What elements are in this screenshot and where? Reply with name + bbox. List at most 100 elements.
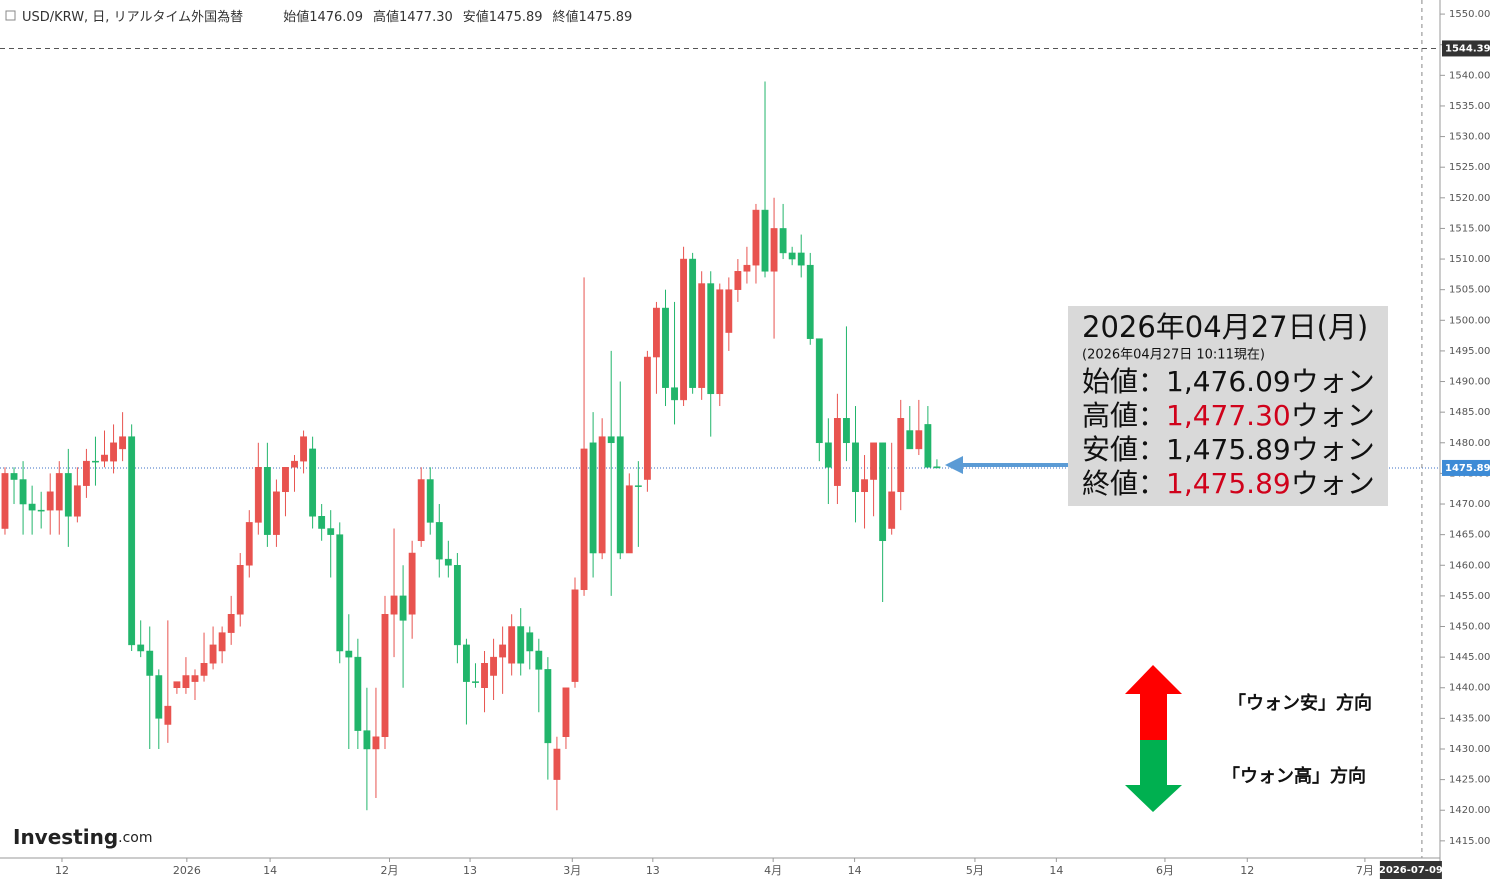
candle-body	[797, 252, 805, 266]
y-tick-label: 1550.00	[1449, 9, 1490, 20]
high-tag	[1442, 40, 1490, 57]
candle-body	[625, 485, 633, 554]
candle-body	[37, 509, 45, 512]
candle-body	[580, 448, 588, 591]
info-row: 始値：1,476.09ウォン	[1082, 365, 1375, 398]
candle-body	[146, 650, 154, 676]
y-tick-label: 1445.00	[1449, 652, 1490, 663]
candle-body	[327, 528, 335, 535]
x-tick-label: 7月	[1356, 864, 1374, 877]
direction-arrows: 「ウォン安」方向 「ウォン高」方向	[1125, 665, 1372, 812]
candle-body	[128, 436, 136, 646]
info-asof: (2026年04月27日 10:11現在)	[1082, 348, 1265, 363]
candle-body	[861, 479, 868, 493]
candle-body	[291, 460, 298, 468]
candle-body	[463, 644, 470, 682]
candle-body	[508, 626, 516, 664]
down-label: 「ウォン高」方向	[1222, 765, 1366, 787]
y-tick-label: 1430.00	[1449, 744, 1490, 755]
candle-body	[300, 436, 307, 462]
candle-body	[490, 656, 497, 676]
candle-body	[399, 595, 407, 621]
up-label: 「ウォン安」方向	[1228, 692, 1372, 714]
x-tick-label: 5月	[966, 864, 984, 877]
candle-body	[680, 258, 687, 401]
info-rows: 始値：1,476.09ウォン高値：1,477.30ウォン安値：1,475.89ウ…	[1082, 365, 1375, 500]
candle-body	[779, 228, 787, 254]
candle-body	[616, 436, 624, 554]
candle-body	[64, 473, 72, 517]
candle-body	[363, 730, 371, 750]
candle-body	[46, 491, 54, 511]
candle-body	[101, 454, 108, 462]
candle-body	[453, 565, 461, 646]
ohlc-value: 1476.09	[309, 10, 363, 25]
logo: Investing.com	[13, 825, 153, 849]
candle-body	[245, 522, 253, 566]
candle-body	[381, 614, 389, 737]
x-tick-label: 3月	[563, 864, 581, 877]
last-price-label: 1475.89	[1445, 463, 1490, 474]
candle-body	[1, 473, 9, 529]
y-tick-label: 1470.00	[1449, 499, 1490, 510]
candle-body	[870, 442, 878, 480]
candle-body	[589, 442, 597, 554]
y-tick-label: 1505.00	[1449, 285, 1490, 296]
candle-body	[544, 669, 552, 744]
info-unit: ウォン	[1291, 467, 1375, 500]
info-label: 始値：	[1082, 365, 1166, 398]
ohlc-label: 始値	[283, 9, 309, 25]
info-label: 安値：	[1082, 433, 1166, 466]
candle-body	[707, 283, 715, 395]
candle-body	[408, 552, 416, 615]
arrow-pointer	[945, 456, 1068, 474]
candle-body	[191, 675, 199, 682]
x-tick-label: 4月	[764, 864, 782, 877]
x-tick-label: 12	[1240, 864, 1254, 877]
y-tick-label: 1455.00	[1449, 591, 1490, 602]
y-tick-label: 1540.00	[1449, 70, 1490, 81]
candle-body	[345, 650, 353, 658]
candle-body	[634, 485, 642, 487]
candle-body	[535, 650, 543, 670]
candle-body	[372, 736, 380, 750]
candle-body	[725, 289, 733, 333]
candle-body	[55, 473, 63, 511]
x-tick-label: 14	[848, 864, 862, 877]
candle-body	[10, 473, 18, 480]
candle-body	[481, 663, 488, 688]
candle-body	[879, 442, 887, 542]
candle-body	[526, 632, 534, 652]
candle-body	[562, 687, 570, 737]
candle-body	[282, 467, 289, 493]
candle-body	[82, 460, 90, 486]
candle-body	[173, 681, 181, 688]
info-value: 1,475.89	[1166, 433, 1291, 466]
y-tick-label: 1465.00	[1449, 530, 1490, 541]
candle-body	[182, 675, 190, 688]
candle-body	[815, 338, 823, 444]
collapse-icon[interactable]	[5, 10, 16, 21]
y-tick-label: 1420.00	[1449, 805, 1490, 816]
info-value: 1,476.09	[1166, 365, 1291, 398]
y-tick-label: 1495.00	[1449, 346, 1490, 357]
candle-body	[92, 460, 99, 463]
logo-suffix: .com	[118, 830, 152, 846]
candle-body	[19, 479, 27, 505]
symbol: USD/KRW, 日, リアルタイム外国為替	[22, 9, 243, 25]
info-box-bg	[1068, 306, 1388, 506]
y-tick-label: 1535.00	[1449, 101, 1490, 112]
candle-body	[227, 614, 235, 633]
candle-body	[472, 681, 479, 683]
candle-body	[770, 228, 778, 272]
candles-layer	[1, 81, 941, 811]
candle-body	[743, 264, 751, 272]
info-value: 1,475.89	[1166, 467, 1291, 500]
y-tick-label: 1510.00	[1449, 254, 1490, 265]
candle-body	[788, 252, 796, 260]
x-tick-label: 14	[1049, 864, 1063, 877]
candle-body	[915, 430, 923, 450]
info-unit: ウォン	[1291, 365, 1375, 398]
